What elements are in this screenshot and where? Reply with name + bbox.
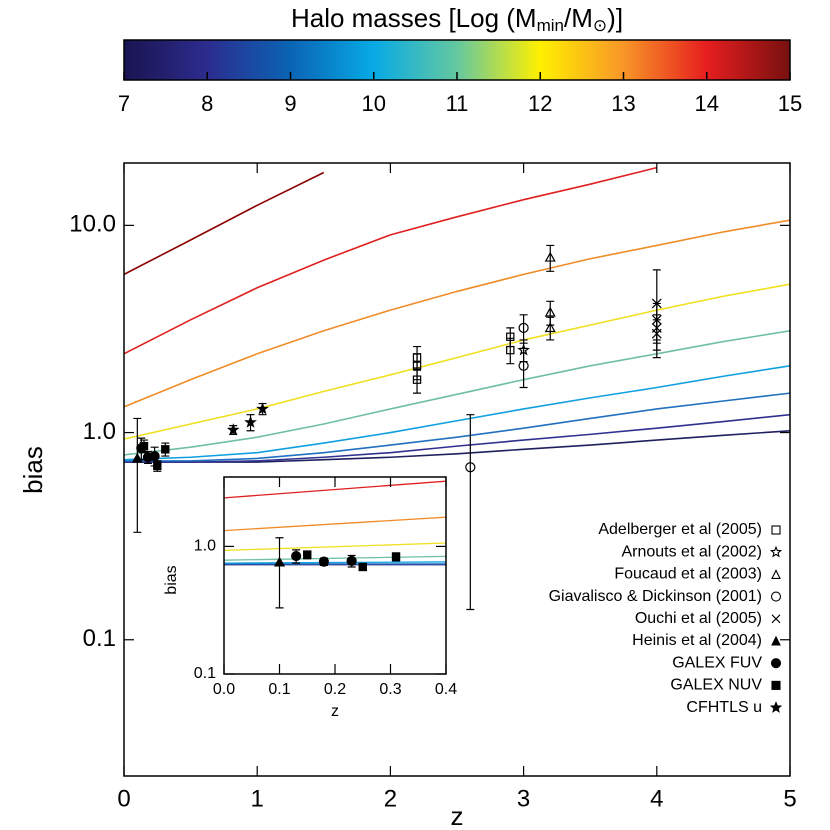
legend-marker bbox=[771, 569, 781, 579]
legend-marker bbox=[771, 635, 781, 646]
colorbar-tick-label: 15 bbox=[778, 91, 802, 116]
colorbar-tick-label: 7 bbox=[118, 91, 130, 116]
model-curve bbox=[124, 219, 790, 408]
model-curve bbox=[124, 392, 790, 462]
legend-label: Giavalisco & Dickinson (2001) bbox=[549, 588, 762, 605]
legend-marker bbox=[769, 545, 783, 558]
inset-background bbox=[224, 477, 446, 674]
legend-marker bbox=[771, 525, 781, 535]
error-bar bbox=[546, 244, 555, 272]
error-bar bbox=[546, 316, 555, 341]
y-tick-label: 0.1 bbox=[83, 625, 116, 652]
error-bar bbox=[652, 319, 661, 351]
legend-label: Heinis et al (2004) bbox=[632, 632, 762, 649]
colorbar-tick-label: 12 bbox=[528, 91, 552, 116]
x-tick-label: 0.4 bbox=[435, 681, 457, 698]
x-tick-label: 4 bbox=[650, 785, 663, 812]
legend-label: CFHTLS u bbox=[686, 699, 762, 716]
error-bar bbox=[519, 314, 528, 344]
marker bbox=[412, 375, 422, 384]
marker bbox=[153, 461, 162, 471]
x-axis-label: z bbox=[451, 801, 464, 830]
x-tick-label: 2 bbox=[384, 785, 397, 812]
legend-marker bbox=[771, 680, 781, 690]
marker bbox=[465, 462, 476, 473]
error-bar bbox=[466, 414, 475, 611]
marker bbox=[506, 345, 515, 355]
model-curve bbox=[124, 283, 790, 440]
error-bar bbox=[797, 529, 805, 536]
y-tick-label: 0.1 bbox=[194, 665, 216, 682]
x-tick-label: 0.1 bbox=[268, 681, 290, 698]
colorbar-title: Halo masses [Log (Mmin/M⊙)] bbox=[291, 3, 623, 36]
colorbar-tick-label: 13 bbox=[611, 91, 635, 116]
marker bbox=[358, 562, 367, 572]
legend-label: Adelberger et al (2005) bbox=[598, 521, 762, 538]
x-tick-label: 1 bbox=[251, 785, 264, 812]
marker bbox=[544, 251, 556, 262]
model-curve bbox=[124, 365, 790, 461]
marker bbox=[651, 328, 662, 339]
legend-marker bbox=[770, 658, 782, 669]
marker bbox=[518, 360, 529, 371]
plot-area bbox=[224, 480, 805, 609]
marker bbox=[544, 306, 556, 317]
legend-marker bbox=[769, 701, 783, 713]
y-tick-label: 1.0 bbox=[83, 418, 116, 445]
legend-label: GALEX FUV bbox=[672, 654, 762, 671]
x-tick-label: 5 bbox=[783, 785, 796, 812]
marker bbox=[303, 550, 312, 559]
colorbar-tick-label: 9 bbox=[284, 91, 296, 116]
error-bar bbox=[506, 337, 515, 365]
marker bbox=[149, 450, 160, 462]
error-bar bbox=[413, 367, 422, 394]
model-curve bbox=[124, 413, 790, 463]
colorbar-tick-label: 14 bbox=[695, 91, 719, 116]
y-tick-label: 1.0 bbox=[194, 538, 216, 555]
model-curve bbox=[124, 166, 657, 355]
marker bbox=[131, 452, 143, 463]
y-tick-label: 10.0 bbox=[69, 211, 116, 238]
marker bbox=[139, 441, 149, 451]
colorbar-tick-label: 8 bbox=[201, 91, 213, 116]
legend-label: Foucaud et al (2003) bbox=[614, 566, 762, 583]
model-curve bbox=[124, 171, 325, 276]
marker bbox=[226, 423, 240, 436]
legend-marker bbox=[771, 614, 781, 624]
colorbar-tick-label: 10 bbox=[362, 91, 386, 116]
inset-y-axis-label: bias bbox=[163, 565, 180, 594]
marker bbox=[318, 556, 329, 567]
marker bbox=[256, 402, 269, 415]
legend-label: Ouchi et al (2005) bbox=[635, 610, 762, 627]
legend-label: GALEX NUV bbox=[670, 677, 762, 694]
error-bar bbox=[133, 417, 142, 533]
plot-area bbox=[124, 166, 790, 611]
y-axis-label: bias bbox=[18, 446, 48, 494]
marker bbox=[244, 415, 257, 428]
marker bbox=[161, 445, 170, 454]
legend-marker bbox=[770, 591, 782, 602]
x-tick-label: 0.3 bbox=[379, 681, 401, 698]
inset-x-axis-label: z bbox=[331, 703, 339, 720]
error-bar bbox=[275, 537, 284, 609]
x-tick-label: 0 bbox=[117, 785, 130, 812]
marker bbox=[796, 527, 805, 536]
x-tick-label: 3 bbox=[517, 785, 530, 812]
plot-frame bbox=[123, 162, 791, 777]
model-curve bbox=[124, 429, 790, 463]
marker bbox=[291, 550, 302, 562]
marker bbox=[518, 322, 529, 334]
x-tick-label: 0.2 bbox=[324, 681, 346, 698]
model-curve bbox=[124, 329, 790, 456]
marker bbox=[544, 322, 556, 333]
colorbar-tick-label: 11 bbox=[446, 91, 469, 116]
marker bbox=[273, 556, 286, 567]
error-bar bbox=[519, 347, 528, 389]
marker bbox=[391, 552, 401, 561]
marker bbox=[346, 555, 357, 566]
legend-label: Arnouts et al (2002) bbox=[621, 543, 762, 560]
x-tick-label: 0.0 bbox=[213, 681, 235, 698]
